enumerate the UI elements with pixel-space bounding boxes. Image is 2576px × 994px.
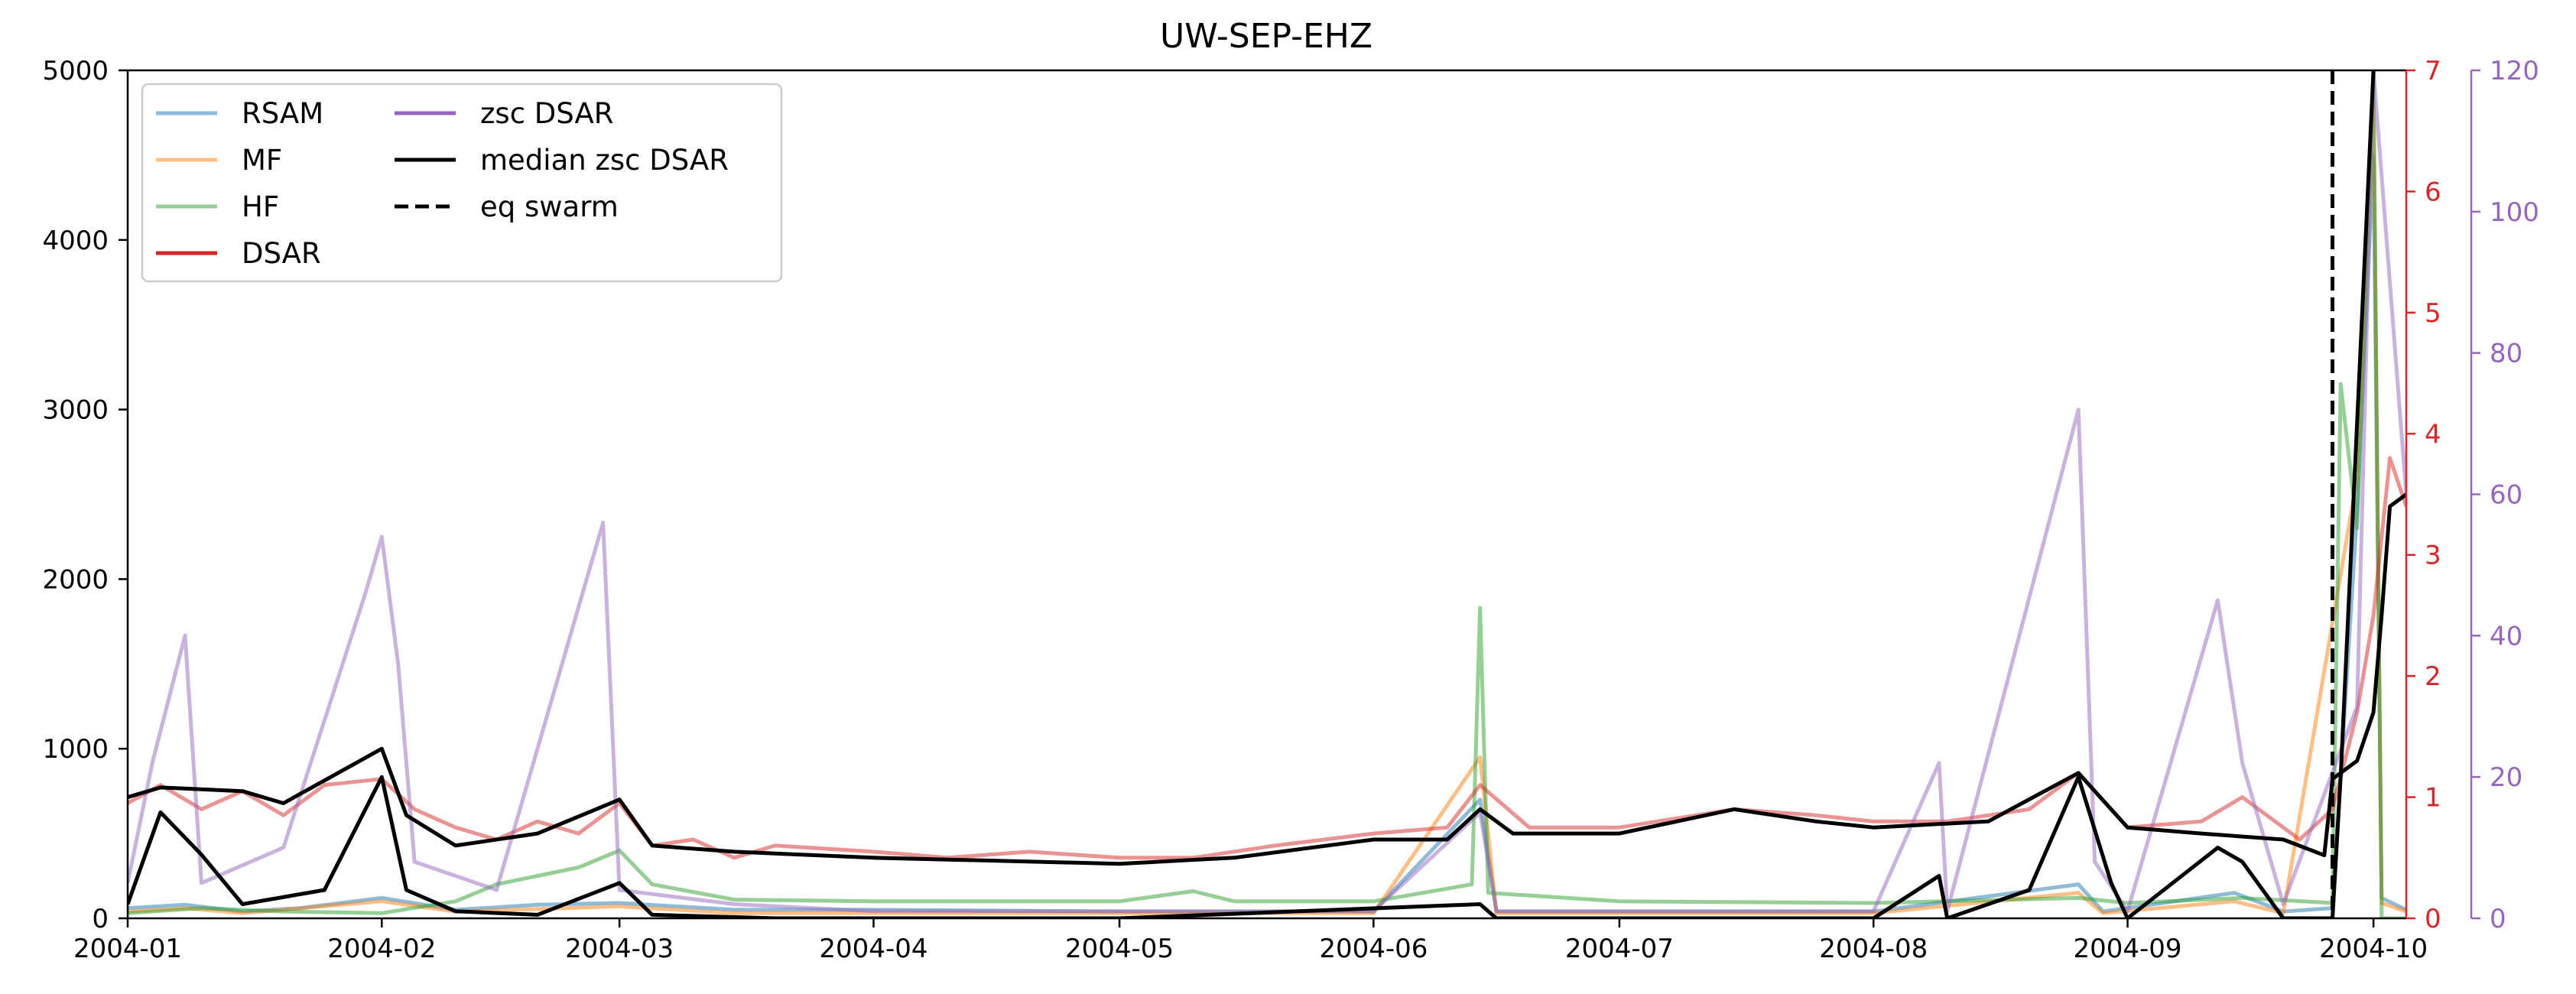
legend-label-hf: HF bbox=[242, 190, 279, 223]
x-tick-label: 2004-04 bbox=[819, 934, 927, 964]
x-tick-label: 2004-08 bbox=[1819, 934, 1928, 964]
x-tick-label: 2004-10 bbox=[2319, 934, 2428, 964]
right2-y-tick-label: 120 bbox=[2490, 56, 2539, 86]
right1-y-tick-label: 6 bbox=[2425, 177, 2441, 207]
legend-label-eq-swarm: eq swarm bbox=[480, 190, 619, 223]
series-line-median-zsc-dsar-5 bbox=[128, 492, 2406, 866]
legend-label-mf: MF bbox=[242, 144, 282, 177]
left-y-tick-label: 2000 bbox=[42, 564, 109, 595]
right2-y-tick-label: 60 bbox=[2490, 480, 2522, 511]
right2-y-tick-label: 80 bbox=[2490, 339, 2522, 369]
legend: RSAM MF HF DSAR zsc DSAR median zsc DSAR eq sw… bbox=[141, 83, 783, 283]
x-tick-label: 2004-01 bbox=[73, 934, 182, 964]
right2-y-tick-label: 20 bbox=[2490, 762, 2522, 793]
right1-y-tick-label: 1 bbox=[2425, 783, 2441, 814]
series-line-zsc-dsar-4 bbox=[128, 70, 2406, 914]
left-y-tick-label: 1000 bbox=[42, 734, 109, 765]
legend-frame bbox=[141, 83, 783, 283]
axes-layer: 2004-01 2004-02 2004-03 2004-04 2004-05 2004-… bbox=[42, 56, 2539, 964]
x-tick-label: 2004-02 bbox=[327, 934, 436, 964]
x-tick-label: 2004-05 bbox=[1065, 934, 1174, 964]
legend-label-rsam: RSAM bbox=[242, 97, 323, 130]
series-group bbox=[128, 70, 2406, 918]
right1-y-tick-label: 4 bbox=[2425, 419, 2441, 450]
series-line-hf-2 bbox=[128, 70, 2406, 918]
right2-y-tick-label: 0 bbox=[2490, 904, 2506, 934]
left-y-tick-label: 4000 bbox=[42, 226, 109, 256]
right1-y-tick-label: 2 bbox=[2425, 661, 2441, 692]
x-tick-label: 2004-03 bbox=[565, 934, 674, 964]
legend-label-median-zsc-dsar: median zsc DSAR bbox=[480, 144, 729, 177]
legend-label-dsar: DSAR bbox=[242, 237, 321, 270]
legend-label-zsc-dsar: zsc DSAR bbox=[480, 97, 614, 130]
right1-y-tick-label: 7 bbox=[2425, 56, 2441, 86]
right1-y-tick-label: 5 bbox=[2425, 298, 2441, 329]
chart-title: UW-SEP-EHZ bbox=[1160, 17, 1372, 56]
x-tick-label: 2004-06 bbox=[1319, 934, 1428, 964]
plot-area bbox=[128, 70, 2406, 918]
right1-y-tick-label: 0 bbox=[2425, 904, 2441, 934]
right2-y-tick-label: 40 bbox=[2490, 621, 2522, 651]
series-line-median-zsc-dsar-6 bbox=[128, 70, 2376, 918]
right1-y-tick-label: 3 bbox=[2425, 541, 2441, 571]
left-y-tick-label: 5000 bbox=[42, 56, 109, 86]
x-tick-label: 2004-07 bbox=[1565, 934, 1674, 964]
x-tick-label: 2004-09 bbox=[2074, 934, 2182, 964]
series-line-dsar-3 bbox=[128, 456, 2406, 860]
left-y-tick-label: 3000 bbox=[42, 395, 109, 426]
right2-y-tick-label: 100 bbox=[2490, 197, 2539, 228]
left-y-tick-label: 0 bbox=[92, 904, 109, 934]
